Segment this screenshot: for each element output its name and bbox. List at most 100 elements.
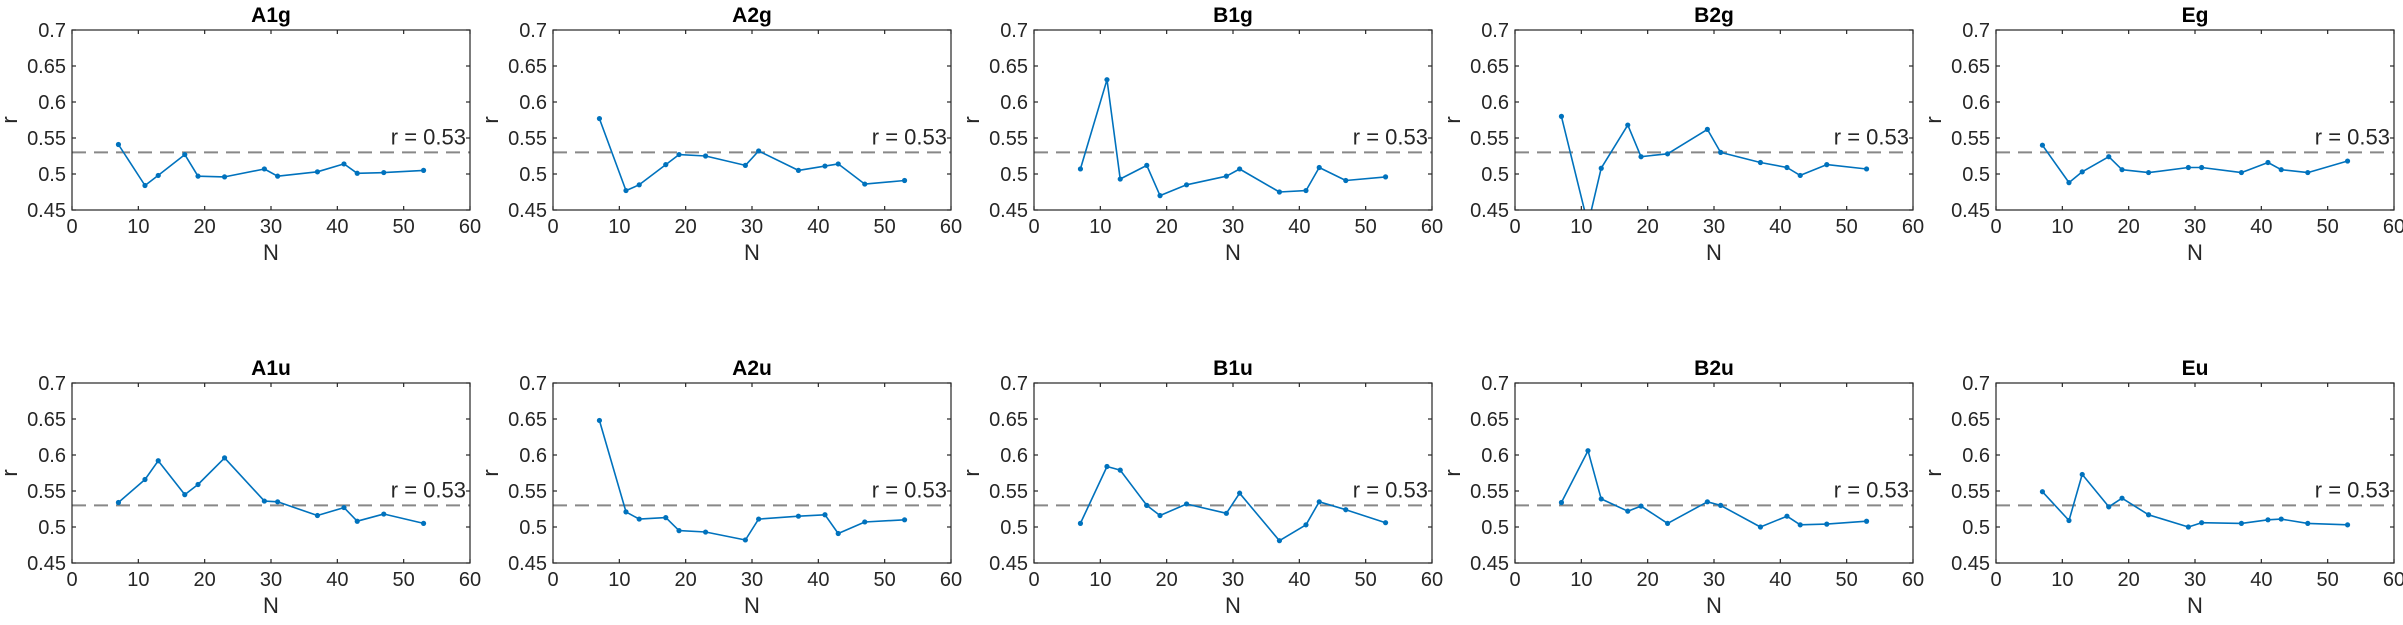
plot-area (1033, 29, 1433, 211)
data-point (795, 167, 802, 173)
series-group (2039, 142, 2351, 186)
data-point (1117, 467, 1123, 473)
x-tick-label: 60 (1902, 569, 1924, 591)
chart-panel: Eu 0 10 20 30 40 50 60 0.45 0.5 0.55 0.6 0.65 0.7 Nr r … (1921, 357, 2403, 618)
x-tick-label: 40 (326, 569, 348, 591)
data-point (195, 481, 201, 488)
x-tick-label: 20 (194, 216, 216, 238)
y-tick-label: 0.65 (1951, 56, 1990, 78)
series-group (1077, 463, 1389, 544)
data-point (1183, 182, 1190, 188)
panel-title: A2g (732, 4, 772, 27)
y-tick-label: 0.5 (38, 164, 66, 186)
y-tick-label: 0.6 (1481, 92, 1509, 114)
x-tick-label: 10 (1570, 569, 1592, 591)
x-tick-label: 40 (2250, 569, 2272, 591)
y-axis-label: r (1440, 469, 1465, 476)
data-point (1303, 522, 1309, 528)
chart-panel: B2u 0 10 20 30 40 50 60 0.45 0.5 0.55 0.6 0.65 0.7 Nr r… (1440, 357, 1924, 618)
x-tick-label: 0 (1509, 216, 1520, 238)
data-point (862, 181, 868, 187)
y-tick-label: 0.45 (989, 553, 1028, 575)
y-tick-label: 0.6 (1962, 92, 1990, 114)
data-point (261, 498, 267, 504)
data-point (1638, 503, 1644, 509)
data-point (1104, 77, 1110, 83)
data-point (115, 141, 122, 148)
reference-label: r = 0.53 (872, 124, 947, 149)
x-tick-label: 10 (608, 569, 630, 591)
data-point (1824, 162, 1830, 168)
data-point (275, 499, 281, 505)
data-point (1343, 177, 1349, 184)
y-tick-label: 0.45 (27, 553, 66, 575)
data-point (1718, 149, 1724, 155)
x-tick-label: 20 (2118, 569, 2140, 591)
data-point (1625, 508, 1631, 514)
data-point (195, 173, 201, 179)
data-point (1237, 166, 1243, 172)
data-point (2079, 471, 2085, 478)
x-tick-label: 10 (1570, 216, 1592, 238)
data-point (2039, 142, 2046, 148)
data-point (2185, 164, 2191, 171)
y-tick-label: 0.45 (1951, 553, 1990, 575)
y-tick-label: 0.6 (519, 92, 547, 114)
reference-label: r = 0.53 (2315, 477, 2390, 502)
y-axis-label: r (1921, 469, 1946, 476)
data-point (381, 169, 387, 176)
x-tick-label: 0 (547, 216, 558, 238)
data-point (1157, 193, 1163, 199)
x-tick-label: 50 (874, 216, 896, 238)
data-point (756, 516, 762, 522)
x-tick-label: 50 (393, 216, 415, 238)
y-tick-label: 0.45 (508, 200, 547, 222)
y-tick-label: 0.5 (38, 517, 66, 539)
data-point (1104, 463, 1110, 470)
data-point (2145, 169, 2152, 176)
x-tick-label: 30 (1222, 569, 1244, 591)
data-point (822, 512, 828, 518)
data-point (1276, 538, 1283, 544)
data-point (2119, 167, 2125, 173)
x-tick-label: 10 (127, 569, 149, 591)
chart-panel: Eg 0 10 20 30 40 50 60 0.45 0.5 0.55 0.6 0.65 0.7 Nr r … (1921, 4, 2403, 265)
reference-label: r = 0.53 (391, 477, 466, 502)
x-tick-label: 40 (326, 216, 348, 238)
data-point (221, 174, 228, 180)
x-tick-label: 10 (1089, 216, 1111, 238)
data-point (1316, 164, 1322, 171)
x-tick-label: 30 (1703, 569, 1725, 591)
x-tick-label: 10 (1089, 569, 1111, 591)
data-point (835, 530, 841, 537)
chart-panel: A2g 0 10 20 30 40 50 60 0.45 0.5 0.55 0.6 0.65 0.7 Nr r… (478, 4, 962, 265)
x-tick-label: 30 (1703, 216, 1725, 238)
x-tick-label: 30 (741, 569, 763, 591)
y-tick-label: 0.55 (1470, 128, 1509, 150)
x-tick-label: 30 (741, 216, 763, 238)
series-group (1558, 448, 1870, 530)
series-line (1079, 78, 1386, 197)
data-point (182, 151, 188, 158)
y-tick-label: 0.45 (989, 200, 1028, 222)
data-point (2199, 164, 2205, 171)
panel-title: B1g (1213, 4, 1253, 27)
series-line (1079, 465, 1386, 542)
data-point (676, 151, 682, 158)
data-point (1598, 165, 1604, 171)
data-point (795, 513, 802, 519)
data-point (1237, 490, 1243, 496)
data-point (2305, 520, 2311, 527)
series-line (117, 457, 424, 525)
series-line (598, 420, 905, 541)
y-tick-label: 0.45 (1470, 200, 1509, 222)
y-axis-label: r (1440, 116, 1465, 123)
x-tick-label: 20 (1156, 216, 1178, 238)
data-point (1382, 520, 1389, 526)
data-point (2199, 520, 2205, 526)
data-point (2238, 520, 2245, 527)
plot-area (71, 29, 471, 211)
data-point (663, 162, 669, 168)
x-tick-label: 10 (2051, 569, 2073, 591)
data-point (596, 115, 603, 122)
